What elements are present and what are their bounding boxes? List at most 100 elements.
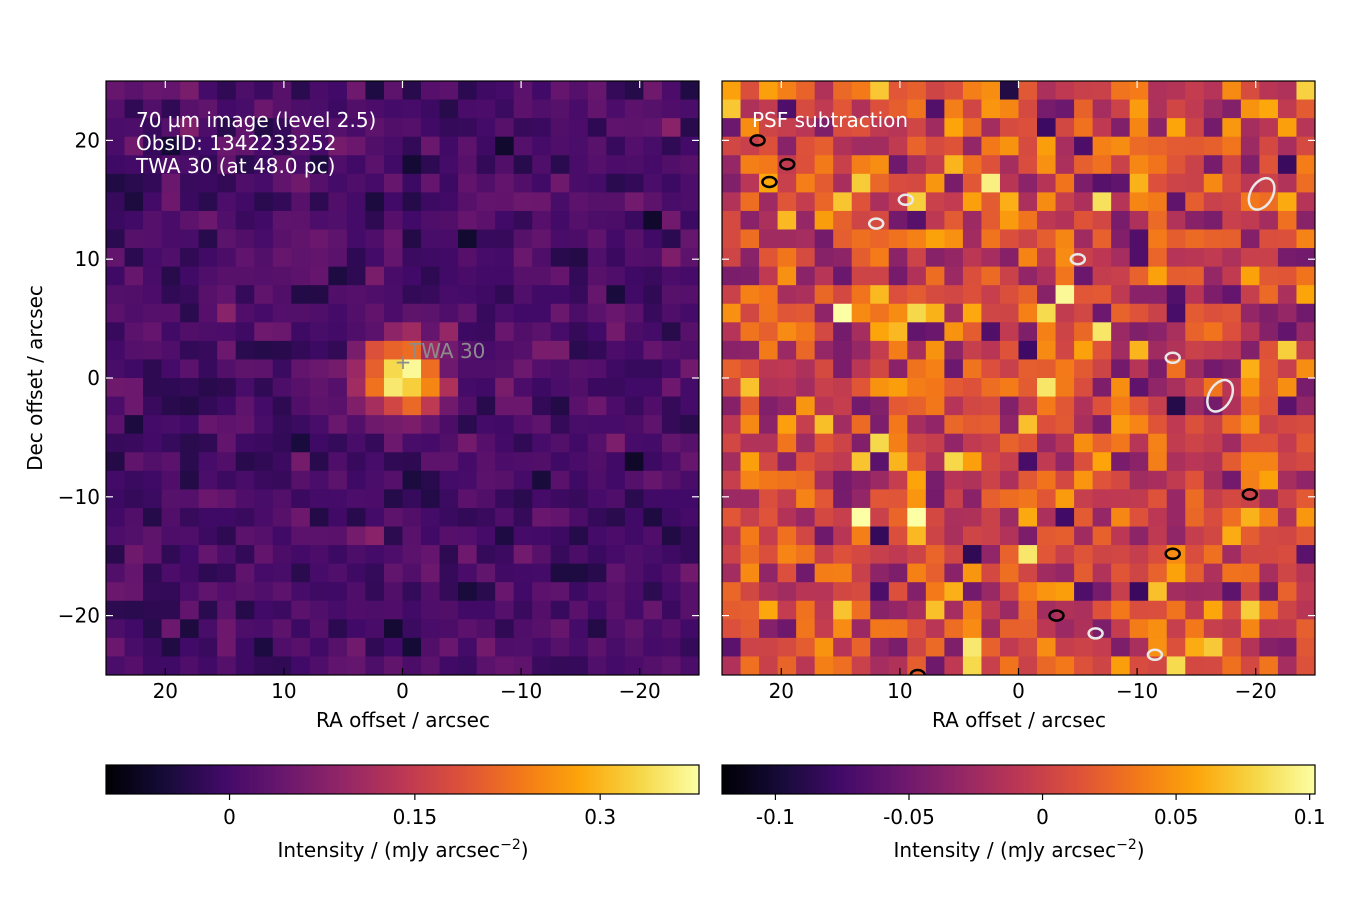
heatmap-cell xyxy=(328,545,348,565)
heatmap-cell xyxy=(624,433,645,453)
heatmap-cell xyxy=(1074,359,1094,379)
heatmap-cell xyxy=(944,192,964,212)
heatmap-cell xyxy=(365,229,385,249)
heatmap-cell xyxy=(833,600,853,620)
heatmap-cell xyxy=(1259,526,1279,546)
heatmap-cell xyxy=(198,489,218,509)
heatmap-cell xyxy=(962,563,983,583)
heatmap-cell xyxy=(254,619,274,639)
black-contour xyxy=(909,668,926,675)
heatmap-cell xyxy=(291,173,311,193)
heatmap-cell xyxy=(1111,81,1131,101)
heatmap-cell xyxy=(925,415,945,435)
heatmap-cell xyxy=(180,396,200,416)
heatmap-cell xyxy=(1296,619,1315,639)
heatmap-cell xyxy=(1277,266,1298,286)
heatmap-cell xyxy=(291,396,311,416)
heatmap-cell xyxy=(235,452,255,472)
heatmap-cell xyxy=(383,136,404,156)
heatmap-cell xyxy=(532,470,552,490)
heatmap-cell xyxy=(365,637,385,658)
heatmap-cell xyxy=(106,229,126,249)
heatmap-cell xyxy=(1092,118,1112,138)
heatmap-cell xyxy=(680,415,699,435)
heatmap-cell xyxy=(421,619,441,639)
heatmap-cell xyxy=(981,173,1001,193)
heatmap-cell xyxy=(532,637,552,658)
heatmap-cell xyxy=(870,340,890,361)
heatmap-cell xyxy=(833,415,853,435)
heatmap-cell xyxy=(851,545,871,565)
heatmap-cell xyxy=(439,155,459,175)
heatmap-cell xyxy=(1148,155,1168,175)
heatmap-cell xyxy=(439,340,459,361)
heatmap-cell xyxy=(833,81,853,101)
heatmap-cell xyxy=(421,136,441,156)
heatmap-cell xyxy=(143,192,163,212)
heatmap-cell xyxy=(606,210,626,231)
heatmap-cell xyxy=(513,118,533,138)
heatmap-cell xyxy=(661,452,682,472)
heatmap-cell xyxy=(1074,210,1094,231)
heatmap-cell xyxy=(1111,582,1131,602)
heatmap-cell xyxy=(421,155,441,175)
heatmap-cell xyxy=(587,192,607,212)
heatmap-cell xyxy=(458,155,478,175)
heatmap-cell xyxy=(272,229,292,249)
heatmap-cell xyxy=(1092,155,1112,175)
heatmap-cell xyxy=(532,173,552,193)
heatmap-cell xyxy=(1240,118,1261,138)
heatmap-cell xyxy=(1222,600,1242,620)
heatmap-cell xyxy=(1148,118,1168,138)
heatmap-cell xyxy=(1148,210,1168,231)
heatmap-cell xyxy=(814,378,834,398)
heatmap-cell xyxy=(402,266,422,286)
heatmap-cell xyxy=(814,470,834,490)
heatmap-cell xyxy=(217,266,237,286)
heatmap-cell xyxy=(624,470,645,490)
heatmap-cell xyxy=(587,619,607,639)
heatmap-cell xyxy=(383,415,404,435)
heatmap-cell xyxy=(814,563,834,583)
heatmap-cell xyxy=(106,173,126,193)
heatmap-cell xyxy=(796,303,816,323)
heatmap-cell xyxy=(198,359,218,379)
heatmap-cell xyxy=(796,489,816,509)
heatmap-cell xyxy=(124,507,144,528)
heatmap-cell xyxy=(759,619,779,639)
heatmap-cell xyxy=(1018,266,1038,286)
heatmap-cell xyxy=(143,600,163,620)
heatmap-cell xyxy=(759,210,779,231)
heatmap-cell xyxy=(624,155,645,175)
heatmap-cell xyxy=(569,303,589,323)
heatmap-cell xyxy=(1185,81,1205,101)
heatmap-cell xyxy=(1240,526,1261,546)
heatmap-cell xyxy=(907,637,927,658)
heatmap-cell xyxy=(1037,359,1057,379)
heatmap-cell xyxy=(680,229,699,249)
left-panel: + TWA 30 70 µm image (level 2.5) ObsID: … xyxy=(23,80,700,732)
heatmap-cell xyxy=(777,452,797,472)
heatmap-cell xyxy=(569,582,589,602)
heatmap-cell xyxy=(888,656,908,675)
heatmap-cell xyxy=(661,507,682,528)
heatmap-cell xyxy=(124,136,144,156)
heatmap-cell xyxy=(1111,378,1131,398)
heatmap-cell xyxy=(999,266,1020,286)
heatmap-cell xyxy=(421,340,441,361)
heatmap-cell xyxy=(851,637,871,658)
heatmap-cell xyxy=(365,396,385,416)
heatmap-cell xyxy=(569,507,589,528)
heatmap-cell xyxy=(365,470,385,490)
heatmap-cell xyxy=(328,378,348,398)
heatmap-cell xyxy=(759,637,779,658)
heatmap-cell xyxy=(198,173,218,193)
heatmap-cell xyxy=(495,173,515,193)
heatmap-cell xyxy=(309,582,329,602)
heatmap-cell xyxy=(624,248,645,268)
heatmap-cell xyxy=(1111,415,1131,435)
heatmap-cell xyxy=(1166,433,1186,453)
heatmap-cell xyxy=(402,656,422,675)
heatmap-cell xyxy=(1148,637,1168,658)
heatmap-cell xyxy=(722,303,742,323)
